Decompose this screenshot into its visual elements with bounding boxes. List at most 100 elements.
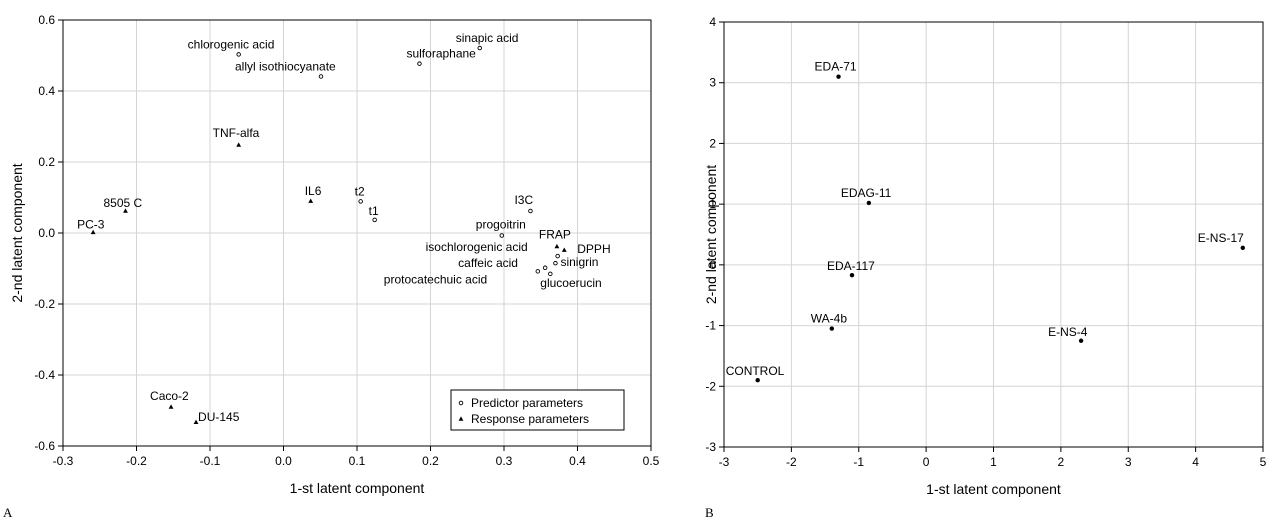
y-tick-label: 0.6 bbox=[38, 13, 55, 27]
x-tick-label: -0.1 bbox=[200, 454, 221, 468]
point-chlorogenic-acid bbox=[236, 52, 241, 57]
point-edag-11 bbox=[866, 200, 872, 206]
point-label-glucoerucin: glucoerucin bbox=[540, 276, 601, 290]
point-label-eda-71: EDA-71 bbox=[815, 60, 857, 74]
legend-marker-predictor bbox=[458, 400, 464, 406]
y-tick-label: 3 bbox=[709, 76, 716, 90]
y-tick-label: 0.0 bbox=[38, 226, 55, 240]
x-tick-label: 2 bbox=[1058, 455, 1065, 469]
point-i3c bbox=[528, 208, 533, 214]
point-label-t1: t1 bbox=[369, 204, 379, 218]
point-8505-c bbox=[123, 208, 128, 213]
point-allyl-isothiocyanate bbox=[318, 74, 324, 79]
point-label-caffeic-acid: caffeic acid bbox=[458, 256, 518, 270]
y-tick-label: -0.2 bbox=[34, 297, 55, 311]
y-tick-label: 0 bbox=[709, 258, 716, 272]
point-caffeic-acid bbox=[542, 265, 548, 271]
point-label-eda-117: EDA-117 bbox=[827, 259, 875, 273]
y-tick-label: -1 bbox=[705, 319, 716, 333]
x-tick-label: 1 bbox=[990, 455, 997, 469]
point-frap bbox=[554, 243, 560, 249]
point-sinigrin bbox=[553, 260, 558, 266]
y-axis-title: 2-nd latent component bbox=[9, 163, 25, 302]
point-label-e-ns-17: E-NS-17 bbox=[1198, 231, 1244, 245]
y-axis-title: 2-nd latent component bbox=[703, 165, 719, 304]
point-label-edag-11: EDAG-11 bbox=[841, 186, 892, 200]
panel-label-a: A bbox=[3, 505, 13, 520]
point-t2 bbox=[358, 199, 363, 204]
x-tick-label: 0.3 bbox=[496, 454, 513, 468]
x-tick-label: -0.3 bbox=[53, 454, 74, 468]
point-label-protocatechuic-acid: protocatechuic acid bbox=[384, 272, 487, 286]
point-label-isochlorogenic-acid: isochlorogenic acid bbox=[426, 240, 528, 254]
legend-box bbox=[450, 389, 625, 431]
x-tick-label: 4 bbox=[1192, 455, 1199, 469]
point-progoitrin bbox=[499, 233, 505, 238]
point-label-pc-3: PC-3 bbox=[77, 217, 105, 231]
point-label-dpph: DPPH bbox=[577, 242, 610, 256]
point-label-control: CONTROL bbox=[726, 364, 785, 378]
point-label-e-ns-4: E-NS-4 bbox=[1048, 325, 1088, 339]
panel-label-b: B bbox=[705, 505, 714, 520]
x-tick-label: -0.2 bbox=[126, 454, 147, 468]
y-tick-label: 2 bbox=[709, 136, 716, 150]
point-isochlorogenic-acid bbox=[555, 253, 560, 259]
point-glucoerucin bbox=[548, 271, 553, 277]
point-label-chlorogenic-acid: chlorogenic acid bbox=[188, 37, 275, 51]
point-wa-4b bbox=[829, 326, 834, 331]
point-du-145 bbox=[193, 419, 199, 425]
point-t1 bbox=[372, 217, 377, 223]
chart-panel-b: -3 -2 -1 0 1 2 3 4 5 -3 -2 -1 0 1 2 3 4 1-st latent compo… bbox=[703, 15, 1267, 497]
point-label-t2: t2 bbox=[355, 184, 365, 198]
x-tick-label: -1 bbox=[853, 455, 864, 469]
point-label-progoitrin: progoitrin bbox=[476, 217, 526, 231]
point-pc-3 bbox=[90, 229, 96, 235]
legend-marker-response bbox=[458, 416, 464, 421]
point-eda-117 bbox=[849, 272, 855, 278]
point-label-8505-c: 8505 C bbox=[103, 196, 142, 210]
x-tick-label: -2 bbox=[786, 455, 797, 469]
point-caco-2 bbox=[168, 404, 174, 409]
point-label-il6: IL6 bbox=[305, 184, 322, 198]
x-tick-label: 0.4 bbox=[569, 454, 586, 468]
x-tick-label: 5 bbox=[1260, 455, 1267, 469]
x-tick-label: 0.5 bbox=[643, 454, 660, 468]
point-label-du-145: DU-145 bbox=[198, 410, 240, 424]
point-e-ns-4 bbox=[1078, 338, 1084, 343]
y-tick-label: 1 bbox=[709, 197, 716, 211]
point-sinapic-acid bbox=[477, 45, 482, 51]
point-sulforaphane bbox=[417, 61, 422, 66]
y-tick-label: 0.4 bbox=[38, 84, 55, 98]
legend-label: Response parameters bbox=[471, 412, 589, 426]
point-tnf-alfa bbox=[236, 142, 242, 147]
x-tick-label: 3 bbox=[1125, 455, 1132, 469]
y-tick-label: -0.4 bbox=[34, 368, 55, 382]
x-tick-label: 0.2 bbox=[422, 454, 439, 468]
point-label-allyl-isothiocyanate: allyl isothiocyanate bbox=[235, 59, 336, 73]
point-eda-71 bbox=[836, 74, 841, 79]
x-axis-title: 1-st latent component bbox=[290, 480, 425, 496]
point-label-tnf-alfa: TNF-alfa bbox=[213, 126, 260, 140]
point-protocatechuic-acid bbox=[535, 269, 541, 274]
point-dpph bbox=[561, 247, 567, 252]
point-e-ns-17 bbox=[1240, 245, 1245, 251]
point-label-sulforaphane: sulforaphane bbox=[406, 47, 476, 61]
y-tick-label: -3 bbox=[705, 440, 716, 454]
y-tick-label: 4 bbox=[709, 15, 716, 29]
y-tick-label: 0.2 bbox=[38, 155, 55, 169]
x-tick-label: -3 bbox=[719, 455, 730, 469]
point-label-i3c: I3C bbox=[514, 193, 533, 207]
x-axis-title: 1-st latent component bbox=[926, 481, 1061, 497]
chart-panel-a: -0.3 -0.2 -0.1 0.0 0.1 0.2 0.3 0.4 0.5 -0.6 -0.4 -0… bbox=[9, 13, 660, 496]
x-tick-label: 0 bbox=[923, 455, 930, 469]
point-label-sinapic-acid: sinapic acid bbox=[456, 31, 519, 45]
point-label-frap: FRAP bbox=[539, 227, 571, 241]
point-control bbox=[755, 378, 760, 383]
x-tick-label: 0.1 bbox=[349, 454, 366, 468]
point-label-sinigrin: sinigrin bbox=[560, 255, 598, 269]
point-il6 bbox=[308, 198, 314, 203]
legend-label: Predictor parameters bbox=[471, 396, 583, 410]
y-tick-label: -2 bbox=[705, 379, 716, 393]
point-label-caco-2: Caco-2 bbox=[150, 389, 189, 403]
